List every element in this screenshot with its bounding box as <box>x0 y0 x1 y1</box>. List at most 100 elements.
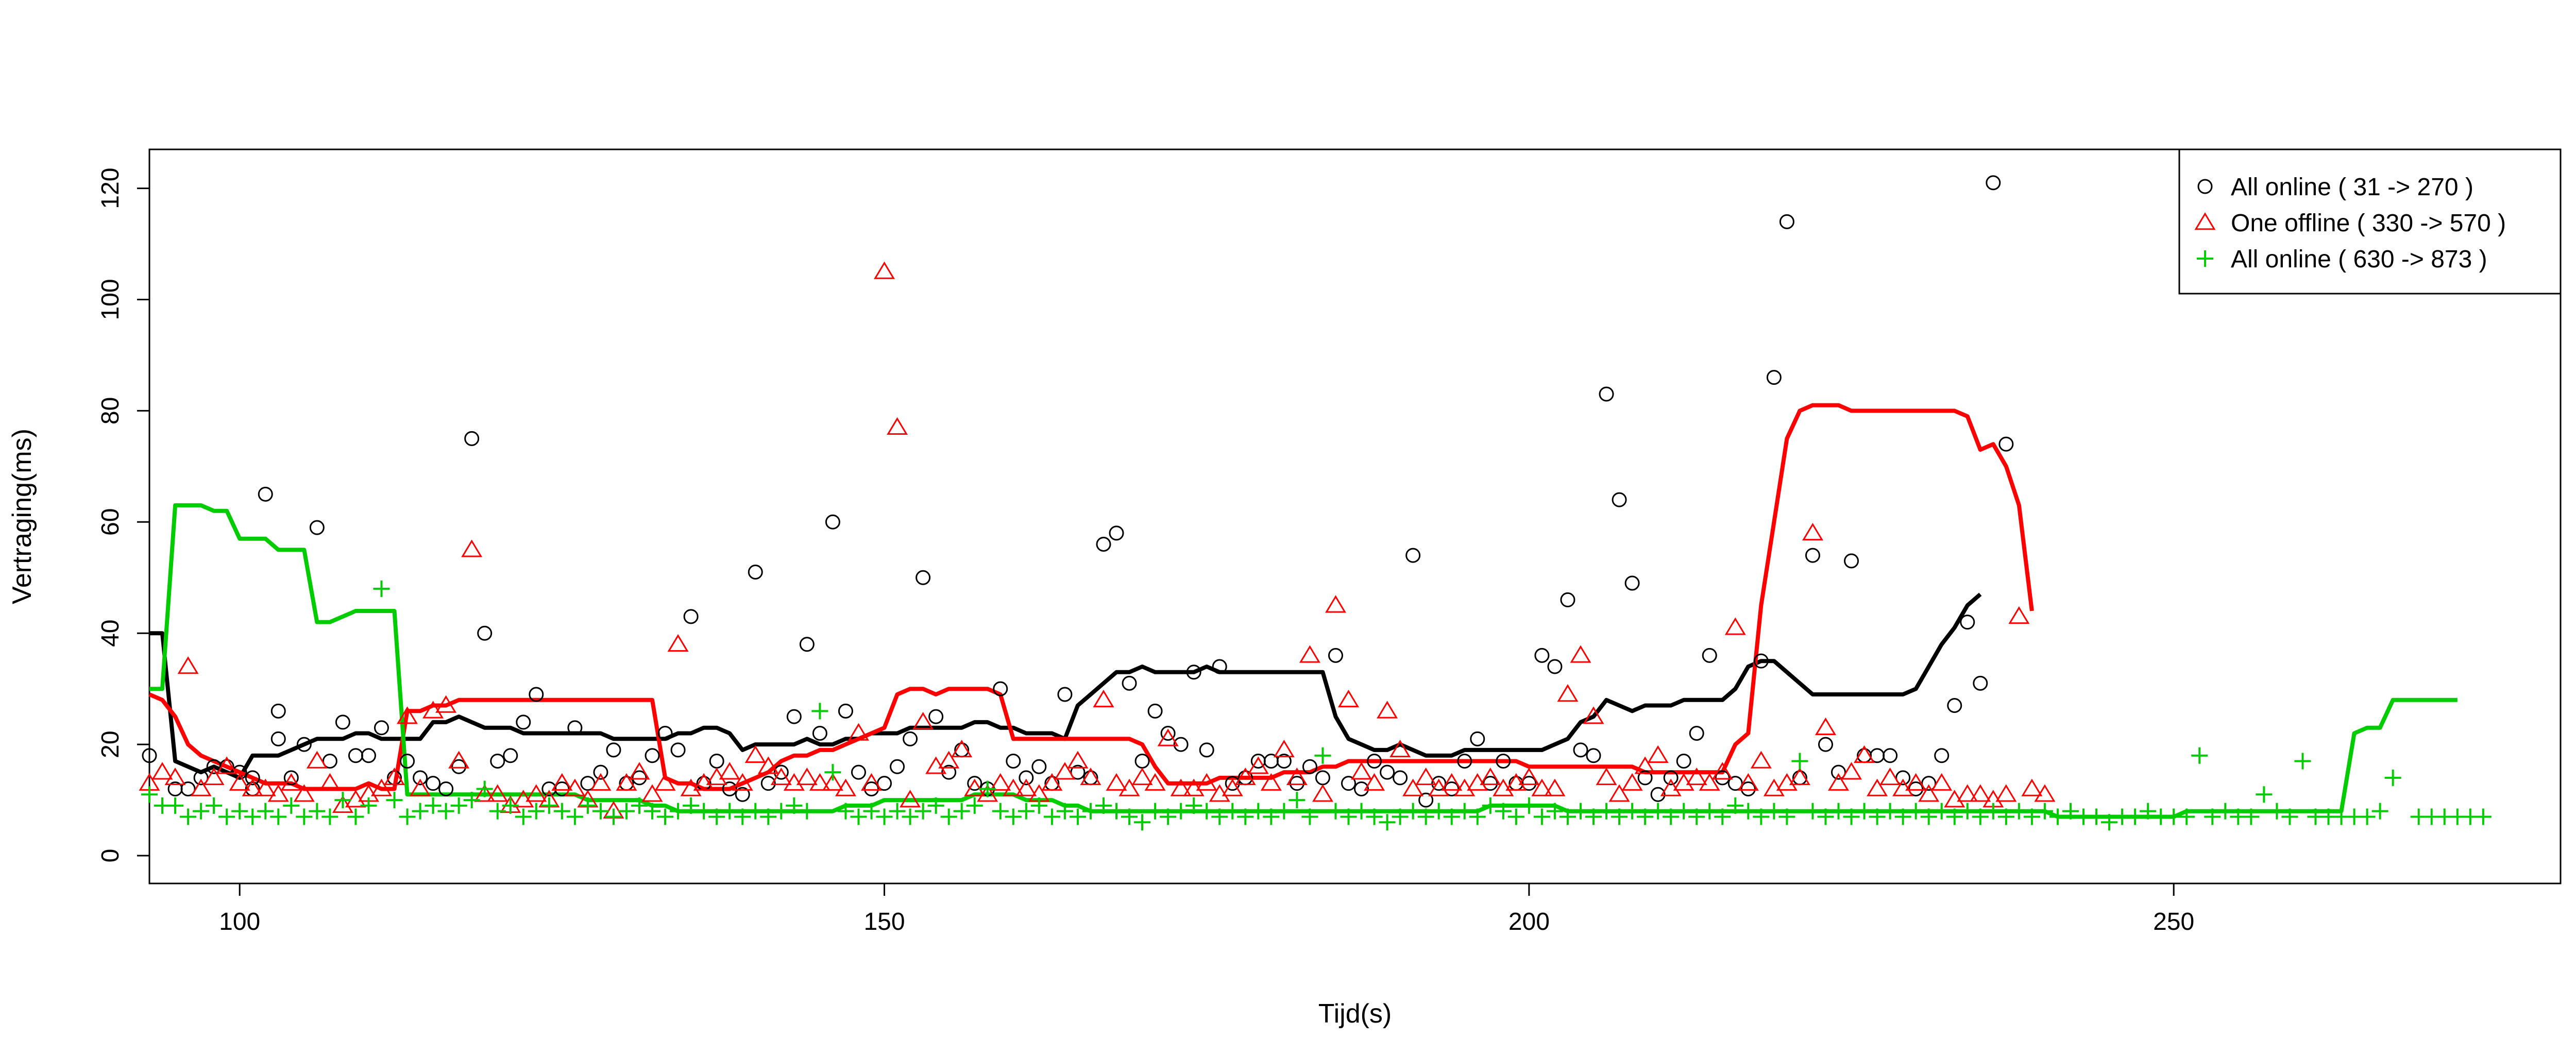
data-point <box>799 637 815 652</box>
data-point <box>177 656 199 674</box>
data-point <box>1560 592 1575 607</box>
data-point <box>2023 808 2040 825</box>
data-point <box>837 803 854 820</box>
data-point <box>1583 706 1604 724</box>
data-point <box>1611 808 1628 825</box>
data-point <box>1753 808 1770 825</box>
data-point <box>1737 773 1759 791</box>
data-point <box>1546 803 1563 820</box>
data-point <box>1067 751 1089 769</box>
data-point <box>850 808 867 825</box>
data-point <box>567 720 583 736</box>
data-point <box>1234 767 1256 786</box>
data-point <box>1380 764 1395 780</box>
data-point <box>1495 803 1512 820</box>
data-point <box>1802 522 1823 541</box>
legend-marker <box>2197 179 2213 194</box>
data-point <box>1946 808 1963 825</box>
data-point <box>593 764 608 780</box>
data-point <box>373 580 390 597</box>
data-point <box>734 808 751 825</box>
data-point <box>1417 808 1434 825</box>
data-point <box>2021 778 2043 796</box>
data-point <box>487 784 509 802</box>
data-point <box>722 781 737 796</box>
data-point <box>1377 701 1398 719</box>
data-point <box>1312 784 1333 802</box>
data-point <box>940 808 957 825</box>
data-point <box>1675 803 1692 820</box>
data-point <box>1714 808 1731 825</box>
data-point <box>993 681 1008 696</box>
data-point <box>1018 803 1035 820</box>
data-point <box>1612 492 1627 507</box>
data-point <box>1043 808 1060 825</box>
data-point <box>2359 808 2376 825</box>
data-point <box>851 764 866 780</box>
data-point <box>1789 767 1810 786</box>
data-point <box>1727 776 1743 791</box>
data-point <box>1559 808 1576 825</box>
data-point <box>1299 645 1320 663</box>
data-point <box>180 781 196 796</box>
data-point <box>2008 606 2030 624</box>
data-point <box>1573 742 1588 758</box>
data-point <box>231 803 248 820</box>
data-point <box>1753 653 1769 669</box>
data-point <box>1531 778 1553 796</box>
data-point <box>1766 803 1783 820</box>
data-point <box>887 417 908 435</box>
data-point <box>1364 773 1385 791</box>
data-point <box>1041 773 1063 791</box>
data-point <box>1507 808 1524 825</box>
data-point <box>1134 754 1150 769</box>
data-point <box>267 784 289 802</box>
data-point <box>463 792 480 809</box>
data-point <box>1469 808 1486 825</box>
y-tick-label: 0 <box>97 849 124 863</box>
data-point <box>1520 797 1537 814</box>
series-2 <box>141 580 2492 831</box>
data-point <box>1337 689 1359 707</box>
data-point <box>902 808 919 825</box>
data-point <box>397 706 418 724</box>
data-point <box>321 808 338 825</box>
legend-box <box>2178 148 2562 295</box>
data-point <box>1006 754 1021 769</box>
data-point <box>760 808 777 825</box>
data-point <box>860 773 882 791</box>
data-point <box>1663 808 1680 825</box>
data-point <box>1108 803 1125 820</box>
data-point <box>1521 776 1537 791</box>
data-point <box>1856 803 1873 820</box>
data-point <box>1598 803 1615 820</box>
data-point <box>370 778 392 796</box>
data-point <box>2140 803 2157 820</box>
y-tick-label: 120 <box>97 168 124 209</box>
data-point <box>193 770 209 786</box>
data-point <box>2243 808 2260 825</box>
data-point <box>1441 773 1463 791</box>
data-point <box>1933 803 1950 820</box>
x-tick-label: 250 <box>2153 908 2194 935</box>
data-point <box>386 792 403 809</box>
data-point <box>708 808 725 825</box>
data-point <box>966 797 983 814</box>
data-point <box>941 764 957 780</box>
data-point <box>735 787 750 802</box>
data-point <box>1431 776 1447 791</box>
data-point <box>744 745 766 763</box>
data-point <box>1908 781 1924 796</box>
data-point <box>977 784 998 802</box>
data-point <box>1057 687 1073 702</box>
line-series-1 <box>148 403 2034 791</box>
data-point <box>579 797 596 814</box>
legend: All online ( 31 -> 270 ) One offline ( 33… <box>2178 148 2562 295</box>
data-point <box>1830 803 1847 820</box>
data-point <box>1869 808 1886 825</box>
data-point <box>683 797 700 814</box>
data-point <box>967 776 982 791</box>
data-point <box>1160 726 1176 741</box>
data-point <box>1843 808 1860 825</box>
